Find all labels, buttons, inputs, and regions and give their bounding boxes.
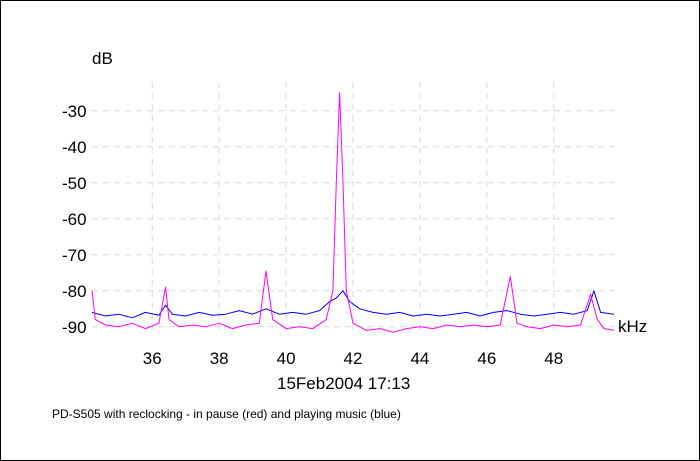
x-tick-labels: 36 38 40 42 44 46 48 bbox=[143, 349, 563, 368]
series-line-pause bbox=[91, 92, 615, 333]
y-axis-label: dB bbox=[92, 49, 113, 68]
timestamp: 15Feb2004 17:13 bbox=[277, 374, 410, 393]
grid-layer bbox=[92, 82, 614, 334]
y-tick-label: -30 bbox=[62, 102, 87, 121]
x-tick-label: 42 bbox=[344, 349, 363, 368]
x-tick-label: 36 bbox=[143, 349, 162, 368]
y-tick-label: -50 bbox=[62, 174, 87, 193]
series-line-playing bbox=[91, 290, 615, 319]
x-tick-label: 46 bbox=[477, 349, 496, 368]
x-tick-label: 40 bbox=[277, 349, 296, 368]
x-axis-label: kHz bbox=[618, 317, 647, 336]
caption: PD-S505 with reclocking - in pause (red)… bbox=[52, 407, 401, 421]
x-tick-label: 44 bbox=[410, 349, 429, 368]
x-tick-label: 48 bbox=[544, 349, 563, 368]
y-tick-labels: -30 -40 -50 -60 -70 -80 -90 bbox=[62, 102, 87, 337]
x-tick-label: 38 bbox=[210, 349, 229, 368]
y-tick-label: -60 bbox=[62, 210, 87, 229]
y-tick-label: -90 bbox=[62, 318, 87, 337]
series-layer bbox=[91, 92, 615, 333]
y-tick-label: -70 bbox=[62, 246, 87, 265]
y-tick-label: -40 bbox=[62, 138, 87, 157]
y-tick-label: -80 bbox=[62, 282, 87, 301]
